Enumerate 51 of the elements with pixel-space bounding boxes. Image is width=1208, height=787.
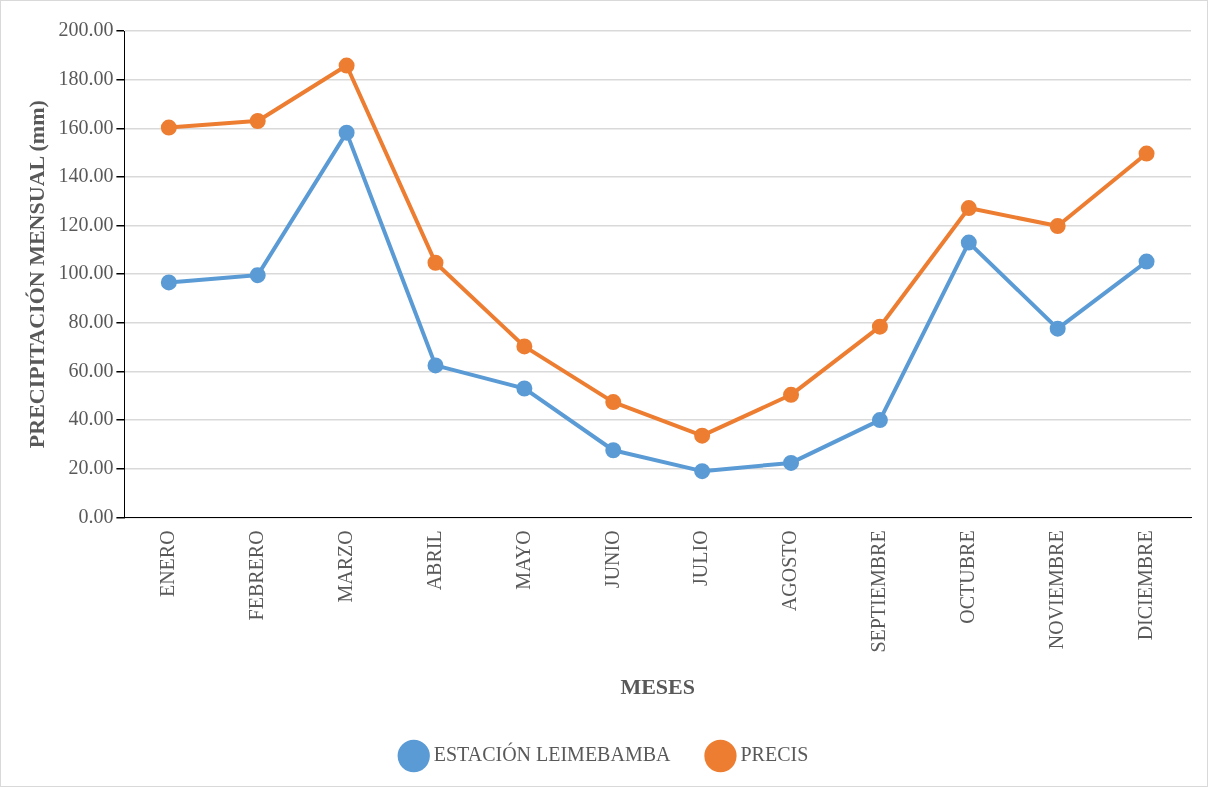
- y-tick-label: 100.00: [58, 261, 114, 284]
- y-tick-label: 140.00: [58, 164, 114, 187]
- y-tick-label: 200.00: [58, 18, 114, 41]
- point: [871, 412, 888, 429]
- point: [1138, 145, 1155, 162]
- point: [516, 338, 533, 355]
- point: [1138, 253, 1155, 270]
- x-tick-label: MARZO: [333, 530, 356, 603]
- point: [249, 267, 266, 284]
- point: [516, 380, 533, 397]
- x-tick-label: AGOSTO: [778, 530, 801, 612]
- x-tick-label: ENERO: [156, 530, 179, 598]
- x-tick-label: DICIEMBRE: [1133, 530, 1156, 641]
- y-tick-label: 40.00: [68, 407, 114, 430]
- y-tick-label: 80.00: [68, 310, 114, 333]
- point: [249, 112, 266, 129]
- point: [160, 119, 177, 136]
- y-tick-label: 120.00: [58, 212, 114, 235]
- x-tick-label: JUNIO: [600, 530, 623, 589]
- y-tick-label: 160.00: [58, 115, 114, 138]
- point: [960, 234, 977, 251]
- x-tick-label: FEBRERO: [244, 530, 267, 621]
- x-tick-label: ABRIL: [422, 530, 445, 591]
- point: [427, 357, 444, 374]
- point: [160, 274, 177, 291]
- y-tick-label: 0.00: [78, 504, 114, 527]
- point: [338, 57, 355, 74]
- legend-label: ESTACIÓN LEIMEBAMBA: [433, 742, 672, 766]
- point: [1049, 218, 1066, 235]
- point: [694, 427, 711, 444]
- y-tick-label: 20.00: [68, 455, 114, 478]
- point: [605, 442, 622, 459]
- point: [605, 394, 622, 411]
- point: [1049, 320, 1066, 337]
- x-tick-label: OCTUBRE: [956, 530, 979, 624]
- y-axis-title: PRECIPITACIÓN MENSUAL (mm): [23, 100, 49, 449]
- y-tick-label: 180.00: [58, 66, 114, 89]
- x-tick-label: SEPTIEMBRE: [867, 530, 890, 653]
- x-tick-label: NOVIEMBRE: [1044, 530, 1067, 650]
- point: [960, 200, 977, 217]
- point: [783, 386, 800, 403]
- point: [694, 463, 711, 480]
- y-tick-label: 60.00: [68, 358, 114, 381]
- x-tick-label: JULIO: [689, 530, 712, 586]
- point: [338, 124, 355, 141]
- point: [871, 318, 888, 335]
- x-tick-label: MAYO: [511, 530, 534, 590]
- point: [427, 254, 444, 271]
- point: [783, 454, 800, 471]
- legend-label: PRECIS: [740, 743, 809, 766]
- x-axis-title: MESES: [620, 674, 695, 700]
